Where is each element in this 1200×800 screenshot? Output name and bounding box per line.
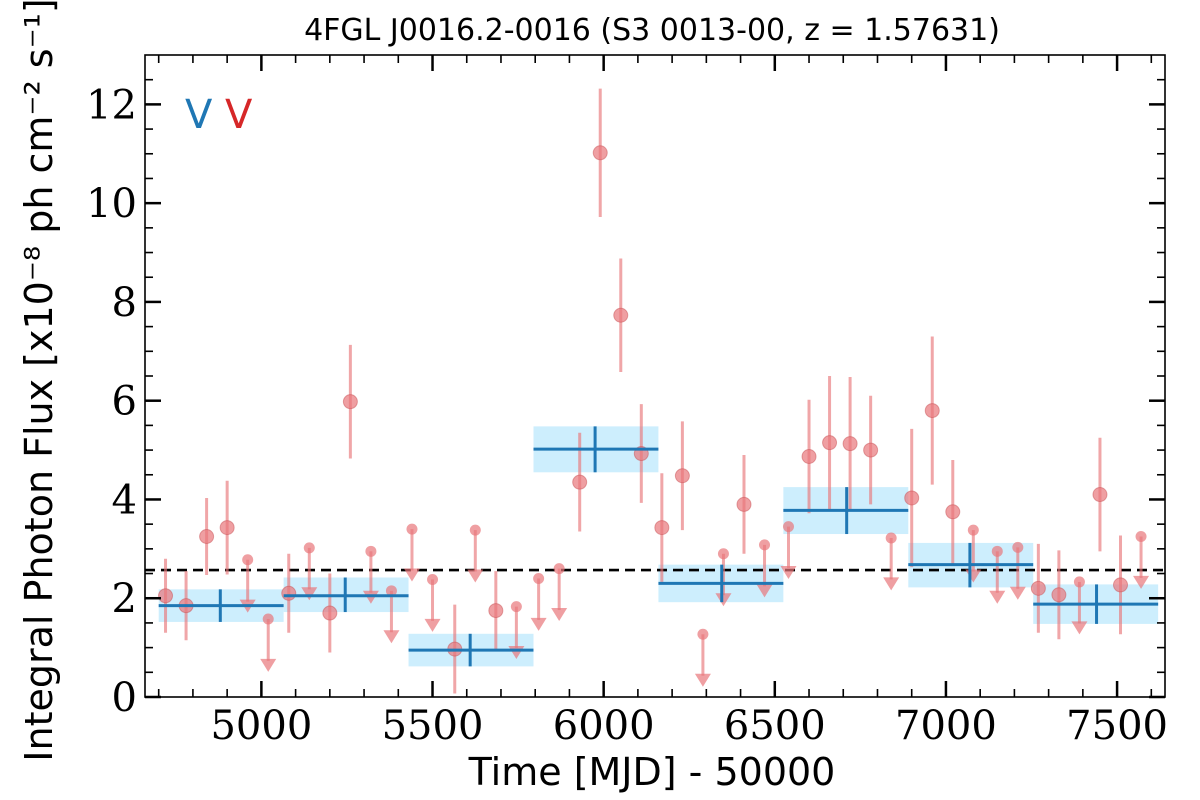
upper-limit-arrow [530,617,547,631]
upper-limit-point [385,585,397,597]
upper-limit-point [553,563,565,575]
upper-limit-arrow [989,590,1006,604]
upper-limit-arrow [383,630,400,644]
upper-limit-arrow [883,577,900,591]
data-point [199,529,215,544]
upper-limit-point [1012,541,1024,553]
data-point [158,588,174,604]
y-axis-label: Integral Photon Flux [x10⁻⁸ ph cm⁻² s⁻¹] [17,0,61,762]
data-point [1051,587,1067,603]
upper-limit-arrow [694,673,711,687]
x-tick-label: 7500 [1066,703,1168,749]
x-tick-label: 5500 [382,703,484,749]
upper-limit-arrow [403,568,420,582]
upper-limit-arrow [780,566,797,580]
data-point [219,520,235,536]
data-point [924,403,940,419]
x-tick-label: 7000 [895,703,997,749]
data-point [1113,577,1129,593]
data-point [613,307,629,323]
data-point [572,474,588,490]
data-point [488,603,504,619]
upper-limit-arrow [301,587,318,601]
y-tick-label: 2 [112,576,137,622]
data-point [736,496,752,512]
upper-limit-arrow [1009,586,1026,600]
data-point [674,468,690,484]
upper-limit-arrow [1133,575,1150,589]
upper-limit-point [510,601,522,613]
data-point [654,520,670,536]
upper-limit-point [885,532,897,544]
data-point [822,435,838,451]
x-tick-label: 5000 [210,703,312,749]
legend-marker: V [225,92,253,138]
upper-limit-arrow [1071,621,1088,635]
upper-limit-point [365,545,377,557]
axis-layer: 5000 5500 6000 6500 7000 7500 0 2 4 6 8 10 12 [86,54,1168,749]
legend-marker: V [185,92,213,138]
data-point [863,442,879,458]
upper-limit-arrow [715,593,732,607]
upper-limit-arrow [424,618,441,632]
bin-line-layer [158,426,1159,667]
data-point [945,504,961,520]
data-point [322,605,338,621]
upper-limit-point [967,524,979,536]
data-point [342,394,358,410]
data-point [592,145,608,161]
y-tick-label: 12 [86,82,137,128]
data-point [904,490,920,506]
upper-limit-arrow [467,569,484,583]
upper-limit-point [427,573,439,585]
upper-limit-point [1135,531,1147,542]
x-tick-label: 6000 [553,703,655,749]
x-tick-label: 6500 [724,703,826,749]
y-tick-label: 10 [86,181,137,227]
upper-limit-point [469,524,481,536]
upper-limit-point [1073,576,1085,588]
upper-limit-arrow [260,658,277,672]
y-tick-label: 6 [112,379,137,425]
upper-limit-point [533,572,545,584]
y-tick-label: 8 [112,280,137,326]
upper-limit-arrow [551,608,568,622]
y-tick-label: 4 [112,477,137,523]
data-point-layer [158,88,1150,694]
upper-limit-point [303,542,315,554]
upper-limit-point [262,613,274,625]
upper-limit-point [759,539,771,551]
data-point [842,436,858,452]
chart-title: 4FGL J0016.2-0016 (S3 0013-00, z = 1.576… [304,13,1000,48]
x-axis-label: Time [MJD] - 50000 [468,750,836,794]
upper-limit-point [717,548,729,560]
upper-limit-point [406,523,418,535]
data-point [1030,580,1046,596]
upper-limit-point [782,521,794,533]
data-point [801,448,817,464]
data-point [1092,487,1108,503]
data-point [281,585,297,601]
upper-limit-point [991,545,1003,557]
upper-limit-point [697,628,709,640]
upper-limit-arrow [756,584,773,598]
upper-limit-point [242,554,254,566]
y-tick-label: 0 [112,675,137,721]
